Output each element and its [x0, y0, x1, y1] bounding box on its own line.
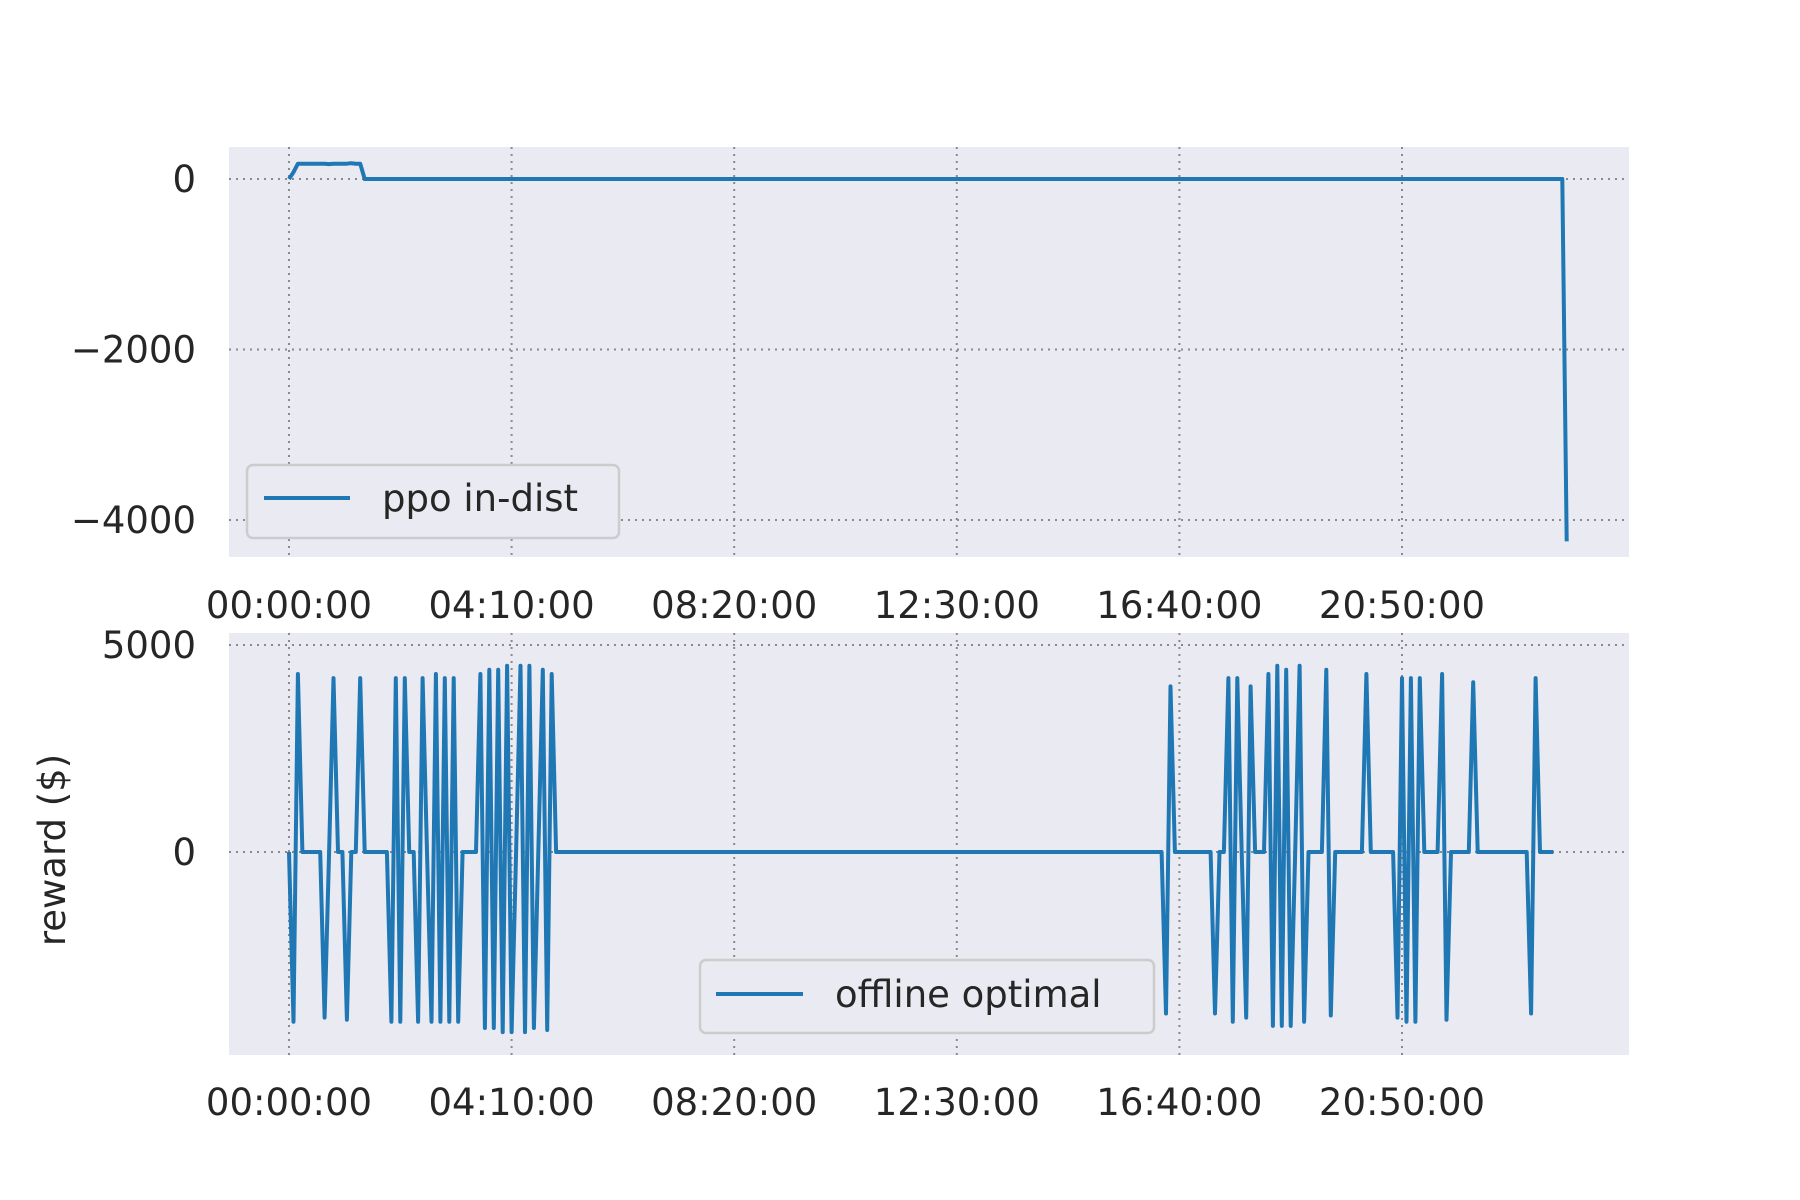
x-tick-label: 12:30:00: [874, 1081, 1040, 1124]
bottom-panel: 5000 0 00:00:00 04:10:00 08:20:00 12:30:00 16…: [31, 624, 1629, 1124]
top-panel: 0 −2000 −4000 00:00:00 04:10:00 08:20:00 12:3…: [71, 147, 1629, 627]
y-tick-label: 0: [172, 831, 196, 874]
y-tick-label: −2000: [71, 329, 196, 372]
y-tick-label: −4000: [71, 499, 196, 542]
x-tick-label: 00:00:00: [206, 1081, 372, 1124]
legend: ppo in-dist: [245, 463, 621, 540]
x-tick-labels: 00:00:00 04:10:00 08:20:00 12:30:00 16:40:00…: [206, 584, 1485, 627]
x-tick-label: 12:30:00: [874, 584, 1040, 627]
x-tick-label: 16:40:00: [1096, 584, 1262, 627]
y-tick-labels: 0 −2000 −4000: [71, 158, 196, 542]
x-tick-label: 16:40:00: [1096, 1081, 1262, 1124]
x-tick-labels: 00:00:00 04:10:00 08:20:00 12:30:00 16:40:00…: [206, 1081, 1485, 1124]
legend: offline optimal: [698, 958, 1156, 1035]
x-tick-label: 08:20:00: [651, 584, 817, 627]
x-tick-label: 04:10:00: [429, 1081, 595, 1124]
legend-label: offline optimal: [835, 973, 1102, 1016]
y-axis-label: reward ($): [31, 754, 74, 946]
y-tick-label: 5000: [102, 624, 196, 667]
y-tick-label: 0: [172, 158, 196, 201]
y-tick-labels: 5000 0: [102, 624, 196, 874]
x-tick-label: 08:20:00: [651, 1081, 817, 1124]
x-tick-label: 00:00:00: [206, 584, 372, 627]
series-line-offline-optimal: [287, 663, 1554, 1035]
x-tick-label: 20:50:00: [1319, 1081, 1485, 1124]
legend-label: ppo in-dist: [382, 477, 578, 520]
x-tick-label: 20:50:00: [1319, 584, 1485, 627]
legend-box: [245, 463, 621, 540]
series-line-ppo-in-dist: [287, 161, 1569, 542]
x-tick-label: 04:10:00: [429, 584, 595, 627]
legend-box: [698, 958, 1156, 1035]
